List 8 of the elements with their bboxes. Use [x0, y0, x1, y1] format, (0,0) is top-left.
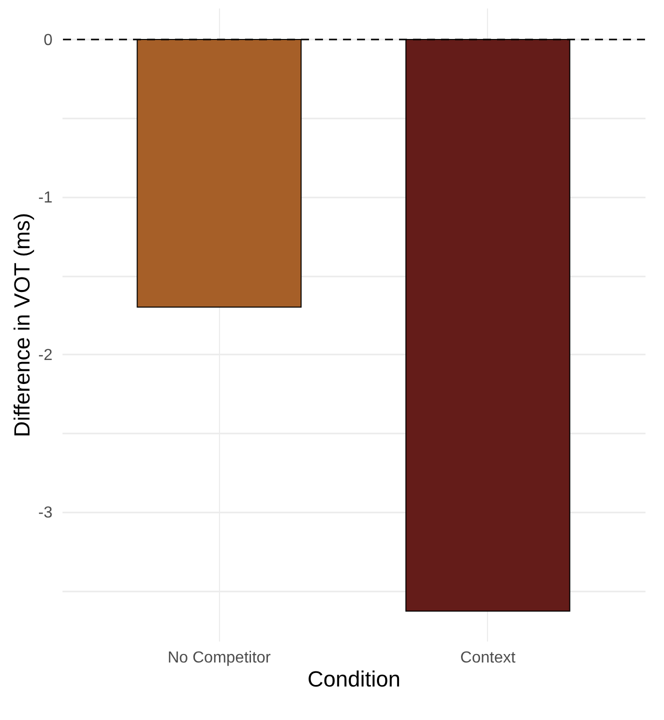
x-axis-title: Condition	[308, 666, 400, 692]
y-tick-label: -1	[38, 189, 53, 206]
x-tick-label: No Competitor	[168, 650, 272, 666]
y-tick-label: -3	[38, 504, 53, 522]
y-tick-label: -2	[38, 346, 53, 364]
y-axis-title: Difference in VOT (ms)	[9, 212, 34, 438]
y-tick-label: 0	[44, 32, 53, 49]
x-tick-label: Context	[460, 650, 516, 666]
